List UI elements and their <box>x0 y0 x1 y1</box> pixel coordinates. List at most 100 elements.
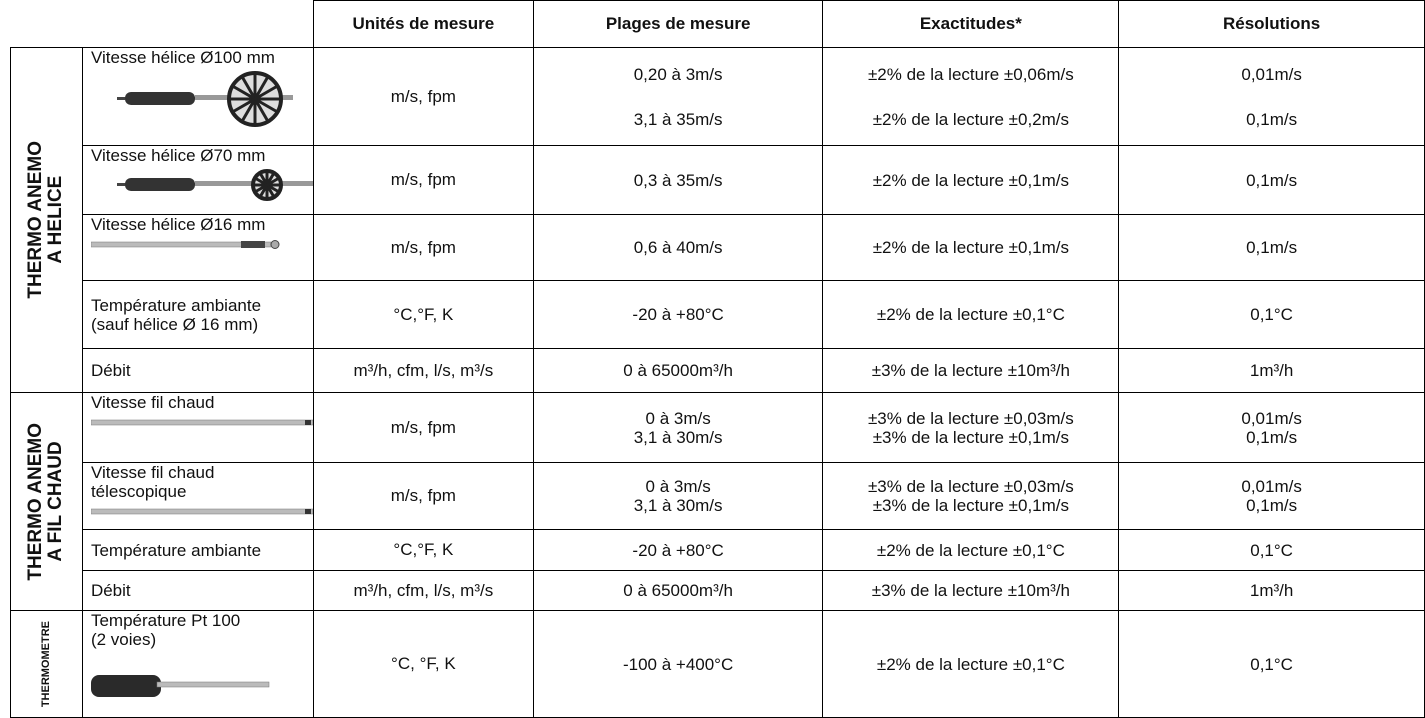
resolution-line: 1m³/h <box>1249 361 1294 380</box>
units-cell: °C, °F, K <box>312 610 534 718</box>
spec-table: Unités de mesure Plages de mesure Exacti… <box>10 0 1425 718</box>
table-row: THERMOMETRE Température Pt 100 (2 voies) °… <box>10 610 1425 718</box>
row-label-line: télescopique <box>90 482 187 501</box>
accuracie-line: ±3% de la lecture ±0,1m/s <box>872 496 1070 515</box>
ranges-cell: 0 à 65000m³/h <box>532 570 824 611</box>
units-cell: °C,°F, K <box>312 529 534 571</box>
units-cell: m/s, fpm <box>312 145 534 215</box>
resolution-line: 0,1m/s <box>1246 109 1298 129</box>
row-label-line: Vitesse fil chaud <box>90 463 215 482</box>
resolutions-cell: 0,1°C <box>1118 280 1425 349</box>
table-row: Vitesse hélice Ø70 mm m/s, fpm 0,3 à 35m/… <box>11 145 1425 215</box>
table-row: Vitesse fil chaud télescopique m/s, fpm 0 … <box>11 462 1425 530</box>
table-row: Débit m³/h, cfm, l/s, m³/s 0 à 65000m³/h ±3… <box>11 348 1425 393</box>
row-label-line: Vitesse fil chaud <box>90 393 215 412</box>
group-label-line: THERMO ANEMO <box>25 422 47 581</box>
row-label-cell: Vitesse fil chaud <box>81 392 314 463</box>
resolutions-cell: 0,01m/s 0,1m/s <box>1118 47 1425 146</box>
accuracie-line: ±2% de la lecture ±0,1m/s <box>872 170 1070 190</box>
group-label-line: A HELICE <box>45 176 67 264</box>
accuracie-line: ±3% de la lecture ±10m³/h <box>871 581 1070 600</box>
range-line: 0 à 3m/s <box>645 477 711 496</box>
accuracie-line: ±3% de la lecture ±0,1m/s <box>872 427 1070 447</box>
accuracie-line: ±3% de la lecture ±0,03m/s <box>867 477 1074 496</box>
accuracie-line: ±2% de la lecture ±0,1°C <box>876 654 1065 674</box>
units-cell: m³/h, cfm, l/s, m³/s <box>312 570 534 611</box>
ranges-cell: 0,6 à 40m/s <box>532 214 824 281</box>
table-row: Vitesse hélice Ø16 mm m/s, fpm 0,6 à 40m/… <box>11 214 1425 281</box>
resolutions-cell: 1m³/h <box>1118 348 1425 393</box>
header-cell: Résolutions <box>1118 0 1425 48</box>
row-label-line: Débit <box>90 361 131 380</box>
accuracie-line: ±3% de la lecture ±0,03m/s <box>867 408 1074 428</box>
accuracies-cell: ±2% de la lecture ±0,1°C <box>822 280 1120 349</box>
resolution-line: 0,01m/s <box>1241 408 1302 428</box>
probe-image <box>90 240 280 249</box>
row-label-cell: Température ambiante <box>81 529 314 571</box>
range-line: 0 à 65000m³/h <box>623 581 733 600</box>
blank-cell <box>10 0 314 48</box>
row-label-line: Vitesse hélice Ø100 mm <box>90 48 275 67</box>
range-line: 3,1 à 30m/s <box>633 427 723 447</box>
units-cell: m/s, fpm <box>312 462 534 530</box>
resolution-line: 0,1m/s <box>1246 496 1298 515</box>
table-row: Température ambiante °C,°F, K -20 à +80°C ±… <box>11 529 1425 571</box>
accuracies-cell: ±3% de la lecture ±0,03m/s ±3% de la lect… <box>822 392 1120 463</box>
row-label-line: Température ambiante <box>90 295 262 315</box>
resolutions-cell: 0,1°C <box>1118 529 1425 571</box>
resolution-line: 0,1m/s <box>1246 170 1298 190</box>
accuracie-line: ±3% de la lecture ±10m³/h <box>871 361 1070 380</box>
ranges-cell: -20 à +80°C <box>532 280 824 349</box>
resolutions-cell: 0,1°C <box>1118 610 1425 718</box>
table-row: THERMO ANEMO A FIL CHAUD Vitesse fil chaud… <box>10 392 1425 611</box>
ranges-cell: -100 à +400°C <box>532 610 824 718</box>
group-label-line: THERMOMETRE <box>40 620 53 708</box>
resolution-line: 0,1°C <box>1250 305 1293 324</box>
units-cell: °C,°F, K <box>312 280 534 349</box>
resolution-line: 0,1°C <box>1250 654 1293 674</box>
row-label-line: Température Pt 100 <box>90 611 241 630</box>
resolutions-cell: 1m³/h <box>1118 570 1425 611</box>
group-label: THERMO ANEMO A HELICE <box>25 141 67 299</box>
row-label-line: Vitesse hélice Ø16 mm <box>90 215 266 234</box>
row-label-cell: Température Pt 100 (2 voies) <box>81 610 314 718</box>
ranges-cell: -20 à +80°C <box>532 529 824 571</box>
group-cell: THERMO ANEMO A FIL CHAUD <box>10 392 83 611</box>
ranges-cell: 0 à 3m/s 3,1 à 30m/s <box>532 392 824 463</box>
units-cell: m/s, fpm <box>312 47 534 146</box>
range-line: 0 à 3m/s <box>645 408 711 428</box>
ranges-cell: 0 à 65000m³/h <box>532 348 824 393</box>
row-label-cell: Vitesse hélice Ø16 mm <box>81 214 314 281</box>
row-label-cell: Débit <box>81 570 314 611</box>
row-label-cell: Vitesse hélice Ø100 mm <box>81 47 314 146</box>
probe-image <box>116 71 293 127</box>
row-label-cell: Vitesse hélice Ø70 mm <box>81 145 314 215</box>
accuracies-cell: ±2% de la lecture ±0,1m/s <box>822 145 1120 215</box>
resolution-line: 0,01m/s <box>1241 477 1302 496</box>
probe-image <box>116 169 313 201</box>
probe-image <box>90 419 313 426</box>
range-line: 0,3 à 35m/s <box>633 170 723 190</box>
resolution-line: 0,1m/s <box>1246 238 1298 257</box>
range-line: 0,20 à 3m/s <box>633 64 723 84</box>
resolution-line: 1m³/h <box>1249 581 1294 600</box>
table-row: THERMO ANEMO A HELICE Vitesse hélice Ø100 … <box>10 47 1425 393</box>
units-cell: m³/h, cfm, l/s, m³/s <box>312 348 534 393</box>
accuracie-line: ±2% de la lecture ±0,1°C <box>876 540 1065 560</box>
units-cell: m/s, fpm <box>312 392 534 463</box>
group-label: THERMOMETRE <box>40 621 52 707</box>
accuracies-cell: ±3% de la lecture ±10m³/h <box>822 348 1120 393</box>
units-cell: m/s, fpm <box>312 214 534 281</box>
row-label-line: (2 voies) <box>90 630 157 649</box>
row-label-cell: Vitesse fil chaud télescopique <box>81 462 314 530</box>
accuracies-cell: ±2% de la lecture ±0,06m/s ±2% de la lect… <box>822 47 1120 146</box>
resolutions-cell: 0,1m/s <box>1118 145 1425 215</box>
accuracie-line: ±2% de la lecture ±0,06m/s <box>867 64 1074 84</box>
probe-image <box>90 508 313 515</box>
row-label-line: (sauf hélice Ø 16 mm) <box>90 314 259 334</box>
row-label-line: Débit <box>90 581 131 600</box>
table-row: Débit m³/h, cfm, l/s, m³/s 0 à 65000m³/h ±3… <box>11 570 1425 611</box>
accuracies-cell: ±2% de la lecture ±0,1m/s <box>822 214 1120 281</box>
range-line: 3,1 à 30m/s <box>633 496 723 515</box>
